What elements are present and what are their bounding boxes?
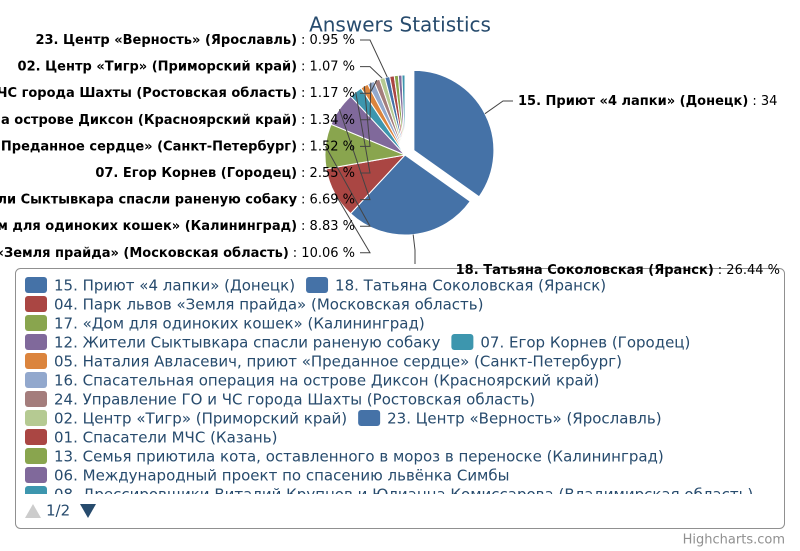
legend-symbol: [25, 277, 47, 293]
legend-label: 01. Спасатели МЧС (Казань): [54, 429, 277, 447]
legend-label: 05. Наталия Авласевич, приют «Преданное …: [54, 353, 622, 371]
legend-label: 16. Спасательная операция на острове Дик…: [54, 372, 599, 390]
legend-symbol: [451, 334, 474, 350]
pager-up[interactable]: [25, 504, 41, 518]
data-label-name: 24. Управление ГО и ЧС города Шахты (Рос…: [0, 86, 297, 101]
legend-item[interactable]: 24. Управление ГО и ЧС города Шахты (Рос…: [25, 391, 535, 409]
legend-item[interactable]: 17. «Дом для одиноких кошек» (Калинингра…: [25, 315, 425, 333]
connector: [360, 82, 372, 121]
legend-item[interactable]: 13. Семья приютила кота, оставленного в …: [25, 448, 664, 466]
legend-item[interactable]: 01. Спасатели МЧС (Казань): [25, 429, 277, 447]
data-label-value: : 10.06 %: [293, 245, 355, 260]
legend-pager: 1/2: [46, 502, 70, 520]
data-label: 05. Наталия Авласевич, приют «Преданное …: [0, 139, 355, 154]
legend-label: 17. «Дом для одиноких кошек» (Калинингра…: [54, 315, 425, 333]
legend-item[interactable]: 05. Наталия Авласевич, приют «Преданное …: [25, 353, 622, 371]
connector: [412, 234, 416, 264]
legend-symbol: [25, 391, 47, 407]
connector: [360, 66, 383, 79]
data-label-value: : 8.83 %: [301, 219, 355, 234]
legend-item[interactable]: 23. Центр «Верность» (Ярославль): [358, 410, 662, 428]
data-label-value: : 6.69 %: [301, 192, 355, 207]
legend-item[interactable]: 16. Спасательная операция на острове Дик…: [25, 372, 599, 390]
legend-label: 08. Дрессировщики Виталий Крупнов и Юлиа…: [54, 486, 753, 504]
legend-item[interactable]: 06. Международный проект по спасению льв…: [25, 467, 509, 485]
data-label: 04. Парк львов «Земля прайда» (Московска…: [0, 245, 355, 260]
credits: Highcharts.com: [683, 533, 785, 548]
data-label-name: 16. Спасательная операция на острове Дик…: [0, 112, 297, 127]
pager-down[interactable]: [80, 504, 96, 518]
data-label-value: : 1.34 %: [301, 112, 355, 127]
data-label-value: : 0.95 %: [301, 33, 355, 48]
legend-label: 13. Семья приютила кота, оставленного в …: [54, 448, 664, 466]
pie-slice: [349, 154, 471, 236]
legend-label: 07. Егор Корнев (Городец): [480, 334, 690, 352]
legend-item[interactable]: 04. Парк львов «Земля прайда» (Московска…: [25, 296, 483, 314]
data-label-name: 12. Жители Сыктывкара спасли раненую соб…: [0, 192, 298, 207]
legend-symbol: [25, 410, 47, 426]
legend-label: 12. Жители Сыктывкара спасли раненую соб…: [54, 334, 440, 352]
data-label-value: : 1.17 %: [301, 86, 355, 101]
legend-symbol: [25, 334, 47, 350]
legend-item[interactable]: 15. Приют «4 лапки» (Донецк): [25, 277, 295, 295]
connector: [334, 192, 371, 254]
data-label-name: 04. Парк львов «Земля прайда» (Московска…: [0, 245, 289, 260]
legend-item[interactable]: 08. Дрессировщики Виталий Крупнов и Юлиа…: [25, 486, 753, 504]
legend-label: 04. Парк львов «Земля прайда» (Московска…: [54, 296, 483, 314]
data-label: 12. Жители Сыктывкара спасли раненую соб…: [0, 192, 355, 207]
data-label-name: 07. Егор Корнев (Городец): [95, 166, 297, 181]
legend-symbol: [25, 315, 47, 331]
data-label-value: : 34: [752, 94, 777, 109]
data-label-name: 02. Центр «Тигр» (Приморский край): [18, 59, 298, 74]
data-label-name: 18. Татьяна Соколовская (Яранск): [456, 263, 714, 278]
data-label-name: 05. Наталия Авласевич, приют «Преданное …: [0, 139, 297, 154]
connector: [360, 86, 371, 147]
data-label: 24. Управление ГО и ЧС города Шахты (Рос…: [0, 86, 355, 101]
legend-label: 06. Международный проект по спасению льв…: [54, 467, 509, 485]
legend-symbol: [25, 372, 47, 388]
data-label: 02. Центр «Тигр» (Приморский край): 1.07…: [18, 59, 355, 74]
data-label: 07. Егор Корнев (Городец) : 2.55 %: [95, 166, 355, 181]
legend-symbol: [25, 429, 47, 445]
data-label-value: : 2.55 %: [301, 166, 355, 181]
data-label-value: : 1.52 %: [301, 139, 355, 154]
legend-symbol: [25, 296, 47, 312]
data-label: 17. «Дом для одиноких кошек» (Калинингра…: [0, 219, 355, 234]
connector: [360, 79, 378, 94]
connector: [325, 146, 371, 227]
legend-symbol: [25, 448, 47, 464]
data-label: 16. Спасательная операция на острове Дик…: [0, 112, 355, 127]
connector: [360, 39, 388, 78]
legend-item[interactable]: 07. Егор Корнев (Городец): [451, 334, 690, 352]
legend-symbol: [25, 486, 47, 494]
connector: [355, 91, 371, 174]
legend: 15. Приют «4 лапки» (Донецк) 18. Татьяна …: [25, 277, 753, 504]
legend-label: 02. Центр «Тигр» (Приморский край): [54, 410, 347, 428]
legend-symbol: [358, 410, 381, 426]
pie-slice: [401, 74, 406, 156]
legend-item[interactable]: 12. Жители Сыктывкара спасли раненую соб…: [25, 334, 440, 352]
data-label: 18. Татьяна Соколовская (Яранск) : 26.44 …: [456, 263, 780, 278]
legend-symbol: [25, 353, 47, 369]
connector: [484, 100, 513, 115]
legend-label: 15. Приют «4 лапки» (Донецк): [54, 277, 295, 295]
chart-title: Answers Statistics: [309, 13, 491, 37]
data-label: 15. Приют «4 лапки» (Донецк) : 34: [518, 94, 777, 109]
legend-label: 24. Управление ГО и ЧС города Шахты (Рос…: [54, 391, 535, 409]
connector: [338, 109, 371, 201]
legend-item[interactable]: 18. Татьяна Соколовская (Яранск): [306, 277, 606, 295]
data-label-name: 15. Приют «4 лапки» (Донецк): [518, 94, 748, 109]
legend-item[interactable]: 02. Центр «Тигр» (Приморский край): [25, 410, 347, 428]
legend-label: 23. Центр «Верность» (Ярославль): [387, 410, 661, 428]
data-label: 23. Центр «Верность» (Ярославль) : 0.95 %: [35, 33, 355, 48]
data-label-value: : 26.44 %: [718, 263, 780, 278]
legend-symbol: [306, 277, 329, 293]
legend-label: 18. Татьяна Соколовская (Яранск): [335, 277, 606, 295]
data-label-name: 17. «Дом для одиноких кошек» (Калинингра…: [0, 219, 297, 234]
legend-symbol: [25, 467, 47, 483]
data-label-name: 23. Центр «Верность» (Ярославль): [35, 33, 297, 48]
legend-box: [15, 268, 785, 529]
data-label-value: : 1.07 %: [301, 59, 355, 74]
